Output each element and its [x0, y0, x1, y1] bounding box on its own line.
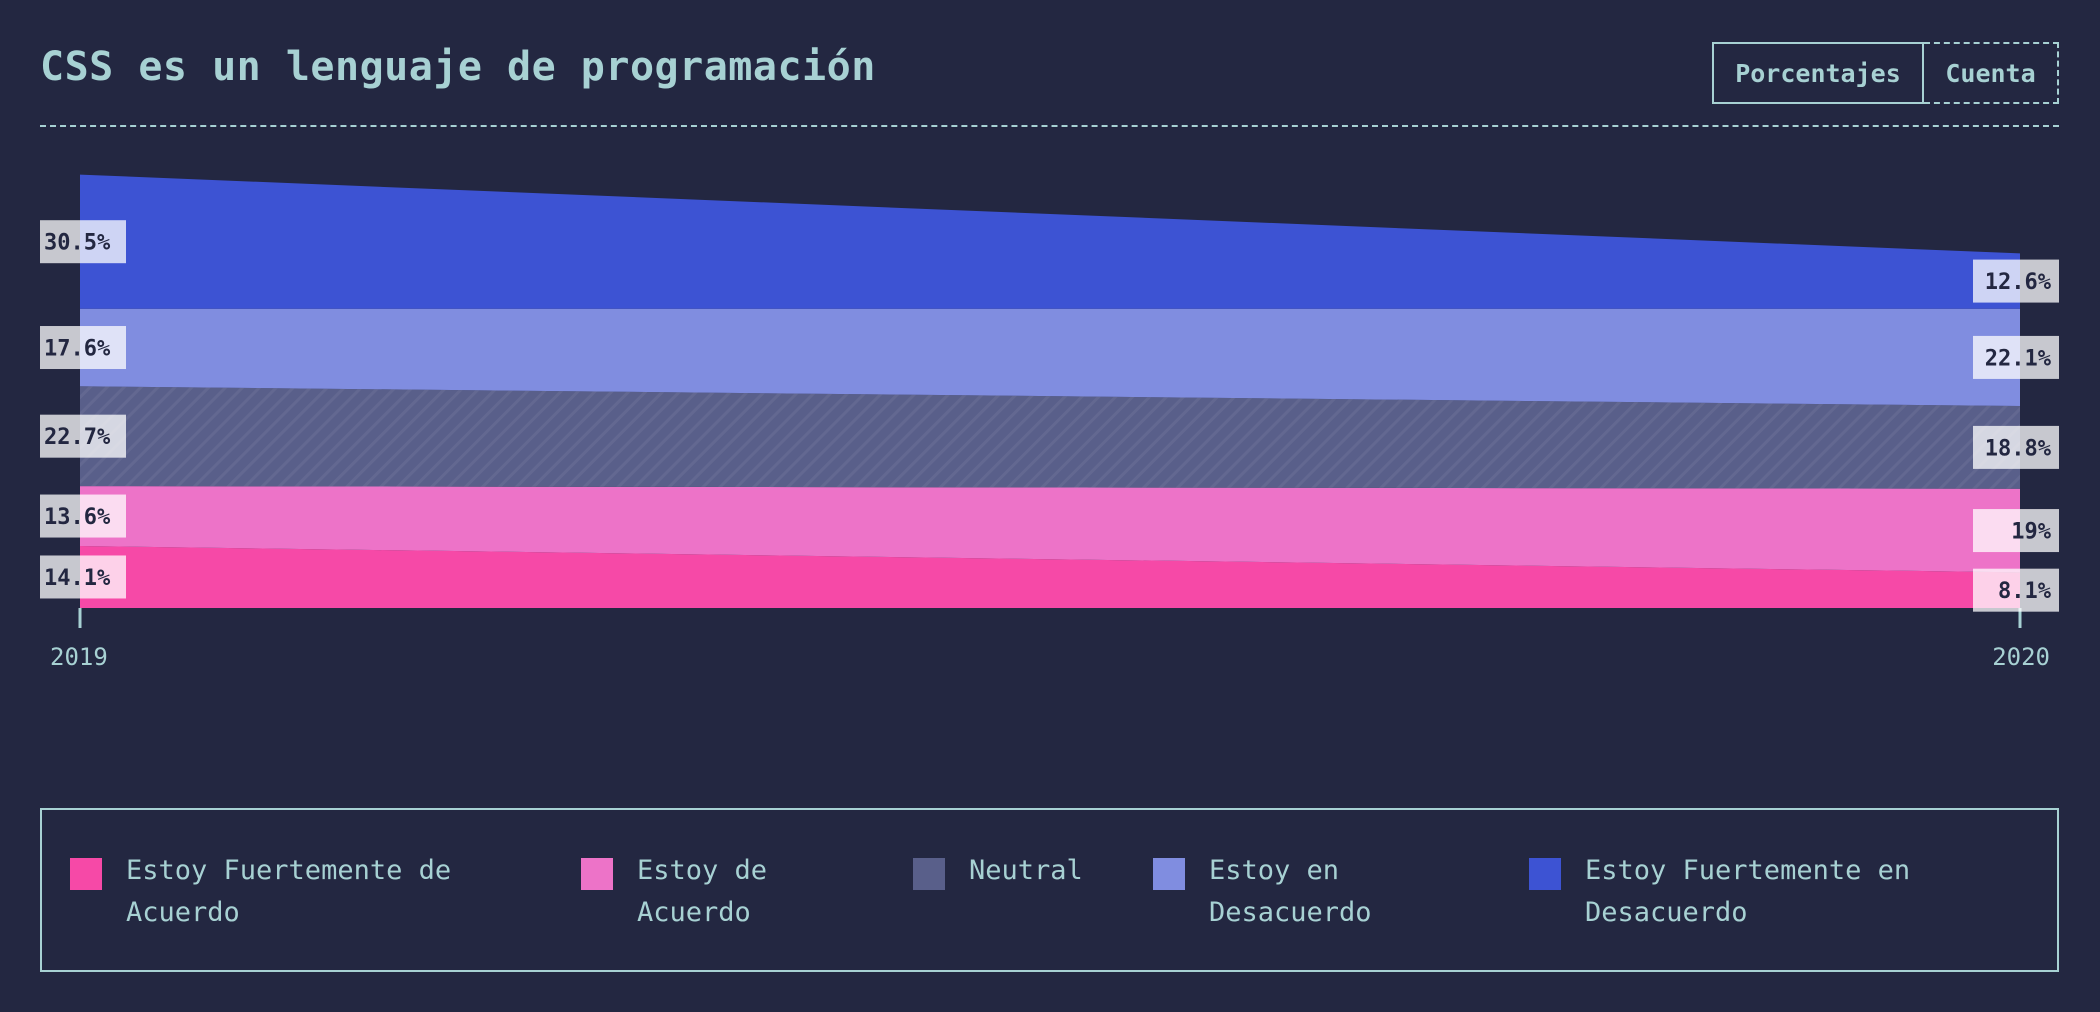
stacked-area-chart: 2019 2020 14.1% 8.1% 13.6% 19% 22.7% 18.8% 17.6…: [40, 174, 2059, 671]
value-label-right: 8.1%: [1998, 579, 2052, 604]
value-label-bg-left: [40, 220, 126, 264]
legend-item-estoy-fuertemente-de-acuerdo[interactable]: Estoy Fuertemente de Acuerdo: [70, 850, 510, 934]
legend: Estoy Fuertemente de Acuerdo Estoy de Acu…: [40, 808, 2059, 972]
value-label-bg-right: [1973, 259, 2059, 303]
legend-item-neutral[interactable]: Neutral: [913, 850, 1113, 892]
value-label-right: 12.6%: [1985, 270, 2052, 295]
legend-label: Estoy de Acuerdo: [637, 855, 768, 928]
area-estoy-fuertemente-en-desacuerdo: [80, 174, 2020, 309]
legend-label: Estoy Fuertemente de Acuerdo: [126, 855, 452, 928]
legend-item-estoy-fuertemente-en-desacuerdo[interactable]: Estoy Fuertemente en Desacuerdo: [1529, 850, 2009, 934]
area-neutral-hatch: [80, 386, 2020, 489]
value-label-bg-right: [1973, 568, 2059, 612]
legend-label: Estoy Fuertemente en Desacuerdo: [1585, 855, 1911, 928]
chart-title: CSS es un lenguaje de programación: [40, 44, 876, 90]
x-tick-label: 2019: [50, 643, 108, 671]
legend-swatch: [913, 858, 945, 890]
value-label-right: 18.8%: [1985, 436, 2052, 461]
value-label-bg-left: [40, 555, 126, 599]
value-label-bg-left: [40, 326, 126, 370]
percentages-button[interactable]: Porcentajes: [1712, 42, 1924, 104]
area-estoy-fuertemente-de-acuerdo: [80, 545, 2020, 608]
legend-swatch: [581, 858, 613, 890]
x-tick-label: 2020: [1992, 643, 2050, 671]
value-label-right: 22.1%: [1985, 346, 2052, 371]
view-toggle: Porcentajes Cuenta: [1712, 42, 2059, 104]
count-button[interactable]: Cuenta: [1924, 42, 2059, 104]
legend-swatch: [1529, 858, 1561, 890]
value-label-bg-left: [40, 414, 126, 458]
value-label-bg-right: [1973, 335, 2059, 379]
legend-item-estoy-en-desacuerdo[interactable]: Estoy en Desacuerdo: [1153, 850, 1513, 934]
area-estoy-en-desacuerdo: [80, 308, 2020, 407]
legend-label: Neutral: [969, 855, 1083, 886]
value-label-bg-right: [1973, 509, 2059, 553]
area-estoy-de-acuerdo: [80, 486, 2020, 573]
value-label-left: 22.7%: [44, 425, 111, 450]
value-label-right: 19%: [2011, 520, 2051, 545]
legend-swatch: [70, 858, 102, 890]
value-label-left: 17.6%: [44, 337, 111, 362]
value-label-left: 13.6%: [44, 505, 111, 530]
legend-item-estoy-de-acuerdo[interactable]: Estoy de Acuerdo: [581, 850, 881, 934]
value-label-left: 14.1%: [44, 566, 111, 591]
legend-label: Estoy en Desacuerdo: [1209, 855, 1372, 928]
value-label-bg-right: [1973, 425, 2059, 469]
legend-swatch: [1153, 858, 1185, 890]
value-label-bg-left: [40, 494, 126, 538]
header-divider: [40, 125, 2059, 127]
value-label-left: 30.5%: [44, 231, 111, 256]
